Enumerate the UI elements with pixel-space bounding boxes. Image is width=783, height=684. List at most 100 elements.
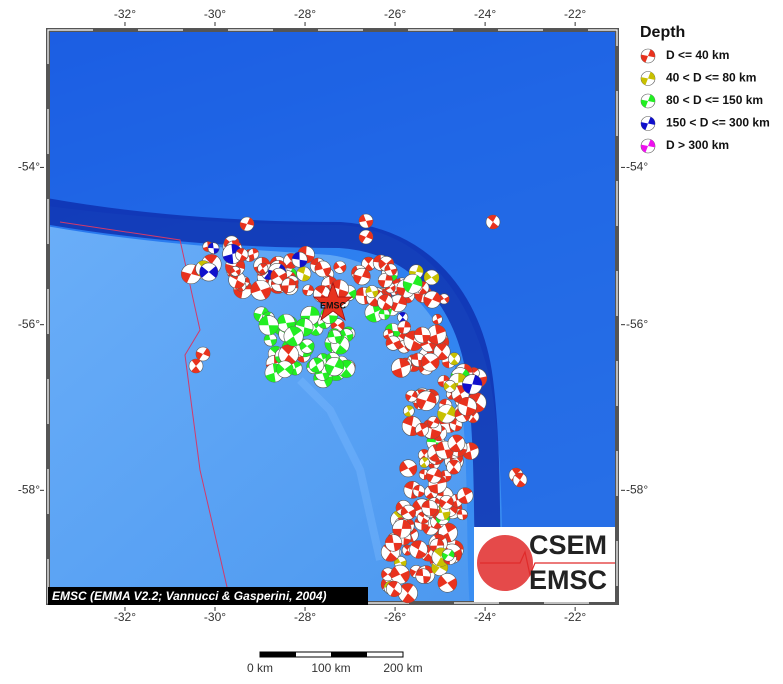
beach-ball <box>403 405 415 417</box>
ball-quadrant <box>415 568 431 584</box>
ball-quadrant <box>333 262 347 273</box>
ball-quadrant <box>365 303 384 323</box>
beach-ball <box>399 459 418 478</box>
ball-quadrant <box>276 363 294 375</box>
beach-ball <box>361 256 376 272</box>
ball-quadrant <box>403 275 423 293</box>
beach-ball <box>391 358 411 378</box>
y-tick-label: -56° <box>18 317 40 331</box>
ball-quadrant <box>378 273 393 288</box>
ticks: -32° -32° -30° -30° -28° -28° -26° -26° -24° -24°… <box>18 7 649 624</box>
beach-ball <box>433 343 451 361</box>
ball-quadrant <box>397 320 411 334</box>
ball-quadrant <box>641 71 655 86</box>
beach-ball <box>419 457 430 468</box>
ball-quadrant <box>310 357 323 373</box>
ball-quadrant <box>365 285 379 298</box>
beach-ball <box>421 499 438 517</box>
beach-ball <box>437 573 458 593</box>
beach-ball <box>456 487 474 504</box>
beach-ball <box>431 313 443 325</box>
ball-quadrant <box>264 333 277 346</box>
beach-ball <box>377 294 394 311</box>
ball-quadrant <box>424 271 440 284</box>
ball-quadrant <box>196 348 211 360</box>
ball-quadrant <box>641 49 655 63</box>
ball-quadrant <box>191 358 201 373</box>
beach-ball <box>485 214 501 230</box>
epicenter-label: EMSC <box>320 300 347 310</box>
scale-label: 200 km <box>383 661 422 675</box>
x-tick-label: -32° <box>114 610 136 624</box>
ball-quadrant <box>363 257 374 271</box>
ball-quadrant <box>358 214 373 228</box>
ball-quadrant <box>410 540 427 559</box>
ball-quadrant <box>392 519 412 538</box>
legend-label: D <= 40 km <box>666 48 729 62</box>
legend-label: 80 < D <= 150 km <box>666 93 763 107</box>
beach-ball <box>425 467 442 484</box>
x-tick-label: -28° <box>294 610 316 624</box>
beach-ball <box>281 277 297 293</box>
earthquakes <box>181 213 528 604</box>
logo-bottom: EMSC <box>529 565 607 595</box>
beach-ball <box>195 346 211 362</box>
ball-quadrant <box>199 266 218 278</box>
ball-quadrant <box>240 217 255 231</box>
ball-quadrant <box>421 355 440 369</box>
ball-quadrant <box>399 312 407 323</box>
ball-quadrant <box>641 139 655 153</box>
beach-ball <box>441 548 455 562</box>
ball-quadrant <box>401 506 416 519</box>
beach-ball <box>437 404 457 424</box>
legend-title: Depth <box>640 24 685 41</box>
beach-ball <box>640 116 656 131</box>
ball-quadrant <box>230 267 241 276</box>
attribution: EMSC (EMMA V2.2; Vannucci & Gasperini, 2… <box>52 589 327 603</box>
ball-quadrant <box>222 244 242 264</box>
ball-quadrant <box>457 509 468 520</box>
attribution-bg <box>48 587 368 605</box>
x-tick-label: -22° <box>564 610 586 624</box>
ball-quadrant <box>384 264 397 276</box>
ball-quadrant <box>439 496 454 508</box>
ball-quadrant <box>421 500 438 517</box>
ball-quadrant <box>327 330 342 344</box>
ball-quadrant <box>435 441 454 459</box>
x-tick-label: -32° <box>114 7 136 21</box>
beach-ball <box>420 352 440 372</box>
beach-ball <box>415 568 431 584</box>
ball-quadrant <box>438 294 450 303</box>
beach-ball <box>385 580 403 598</box>
ball-quadrant <box>405 330 423 351</box>
beach-ball <box>308 357 325 373</box>
ball-quadrant <box>437 575 457 591</box>
y-tick-label: -58° <box>18 482 40 496</box>
ball-quadrant <box>450 352 459 365</box>
scale-label: 100 km <box>311 661 350 675</box>
beach-ball <box>447 352 461 366</box>
ball-quadrant <box>439 470 452 482</box>
beach-ball <box>439 495 454 510</box>
beach-ball <box>405 389 418 403</box>
ball-quadrant <box>404 405 414 417</box>
ball-quadrant <box>250 281 271 299</box>
ball-quadrant <box>295 318 313 337</box>
ball-quadrant <box>413 485 425 497</box>
y-tick-label: -56° <box>626 317 648 331</box>
beach-ball <box>402 273 423 294</box>
ball-quadrant <box>392 358 410 378</box>
ball-quadrant <box>292 252 308 268</box>
beach-ball <box>263 333 278 347</box>
ball-quadrant <box>387 581 401 597</box>
beach-ball <box>456 509 468 521</box>
beach-ball <box>199 262 219 282</box>
ball-quadrant <box>399 461 417 476</box>
ball-quadrant <box>248 248 259 260</box>
ball-quadrant <box>427 324 446 345</box>
legend-label: 40 < D <= 80 km <box>666 71 756 85</box>
beach-ball <box>392 519 412 539</box>
beach-ball <box>397 311 409 323</box>
ball-quadrant <box>437 405 456 422</box>
x-tick-label: -26° <box>384 7 406 21</box>
